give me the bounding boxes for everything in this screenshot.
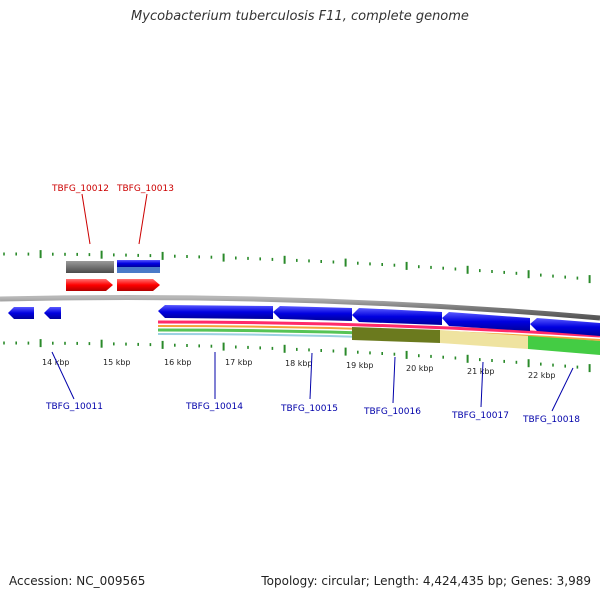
callout-line xyxy=(309,352,313,400)
scale-label: 18 kbp xyxy=(285,359,313,368)
gene-label-tbfg-10017: TBFG_10017 xyxy=(451,411,509,421)
accession-text: Accession: NC_009565 xyxy=(9,574,146,588)
callout-line xyxy=(392,356,396,404)
scale-label: 14 kbp xyxy=(42,358,70,367)
gene-label-tbfg-10013: TBFG_10013 xyxy=(116,184,174,194)
gene-arrow-tbfg-10014 xyxy=(158,305,273,319)
genome-backbone xyxy=(0,295,600,321)
callout-line xyxy=(81,193,91,245)
scale-label: 17 kbp xyxy=(225,358,253,367)
gene-arrow-tbfg-10010 xyxy=(8,307,34,319)
feature-block-blue xyxy=(117,260,160,267)
feature-block-lightblue xyxy=(117,267,160,273)
gene-label-tbfg-10014: TBFG_10014 xyxy=(185,402,243,412)
scale-label: 20 kbp xyxy=(406,364,434,373)
callout-line xyxy=(51,351,75,400)
gene-arrow-tbfg-10015 xyxy=(273,306,352,321)
map-title: Mycobacterium tuberculosis F11, complete… xyxy=(131,9,469,24)
callout-line xyxy=(551,367,574,412)
scale-label: 21 kbp xyxy=(467,367,495,376)
genome-summary-text: Topology: circular; Length: 4,424,435 bp… xyxy=(261,574,591,588)
gc-skew-olive xyxy=(352,327,440,343)
upper-tick-row xyxy=(3,250,591,284)
callout-line xyxy=(480,361,484,408)
gc-skew-green xyxy=(528,336,600,355)
gc-band-magenta xyxy=(157,320,600,338)
gene-label-tbfg-10011: TBFG_10011 xyxy=(45,402,103,412)
gene-arrow-tbfg-10011 xyxy=(44,307,61,319)
feature-block-gray xyxy=(66,261,114,273)
scale-label: 19 kbp xyxy=(346,361,374,370)
gc-skew-khaki xyxy=(440,330,528,349)
gene-label-tbfg-10015: TBFG_10015 xyxy=(280,404,338,414)
gene-arrow-tbfg-10016 xyxy=(352,308,442,325)
gene-label-tbfg-10018: TBFG_10018 xyxy=(522,415,580,425)
callout-line xyxy=(138,193,148,245)
gene-label-tbfg-10012: TBFG_10012 xyxy=(51,184,109,194)
lower-tick-row xyxy=(3,339,591,373)
gene-label-tbfg-10016: TBFG_10016 xyxy=(363,407,421,417)
gene-arrow-tbfg-10012 xyxy=(66,279,113,291)
gene-arrow-tbfg-10018 xyxy=(530,318,600,336)
gene-arrow-tbfg-10013 xyxy=(117,279,160,291)
scale-label: 22 kbp xyxy=(528,371,556,380)
gene-arrow-tbfg-10017 xyxy=(442,312,530,331)
scale-label: 15 kbp xyxy=(103,358,131,367)
scale-label: 16 kbp xyxy=(164,358,192,367)
